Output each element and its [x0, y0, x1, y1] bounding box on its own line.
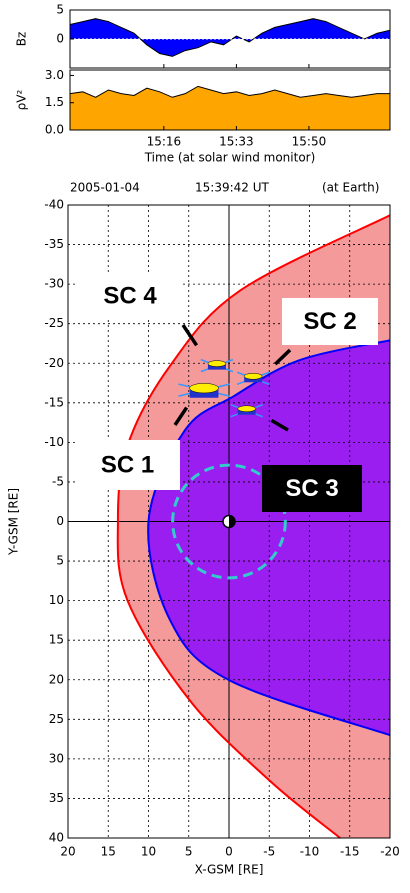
- leader-line: [270, 418, 289, 432]
- y-tick-label: -5: [52, 474, 64, 488]
- y-tick-label: 1.5: [45, 95, 64, 109]
- label-box: [75, 440, 180, 490]
- x-tick-label: 20: [60, 845, 75, 859]
- area: [70, 86, 390, 130]
- x-tick-label: -15: [340, 845, 360, 859]
- x-tick-label: 15:50: [292, 135, 327, 149]
- leader-line: [274, 348, 292, 366]
- area-line: [69, 85, 390, 98]
- y-tick-label: 5: [56, 3, 64, 17]
- map-date: 2005-01-04: [70, 181, 140, 195]
- x-axis-label: Time (at solar wind monitor): [144, 151, 316, 165]
- y-axis-label: Bz: [15, 32, 29, 47]
- spacecraft-top: [207, 360, 227, 367]
- spacecraft: [178, 383, 230, 398]
- spacecraft-label: SC 2: [303, 308, 356, 335]
- area-line: [69, 18, 391, 57]
- x-tick-label: 15:16: [147, 135, 182, 149]
- y-tick-label: 30: [49, 751, 64, 765]
- y-tick-label: 25: [49, 712, 64, 726]
- label-box: [282, 298, 378, 345]
- map-note: (at Earth): [322, 181, 379, 195]
- boundary: [116, 214, 391, 839]
- y-tick-label: -40: [44, 198, 64, 212]
- y-tick-label: 0: [56, 32, 64, 46]
- y-tick-label: 40: [49, 831, 64, 845]
- x-tick-label: 0: [225, 845, 233, 859]
- label-box: [262, 465, 362, 512]
- spacecraft-label: SC 3: [285, 475, 338, 502]
- y-tick-label: -35: [44, 237, 64, 251]
- spacecraft: [230, 404, 263, 418]
- leader-line: [173, 406, 189, 426]
- y-tick-label: 0: [56, 514, 64, 528]
- spacecraft-label: SC 4: [103, 282, 157, 309]
- spacecraft-top: [189, 383, 219, 394]
- leader-line: [181, 324, 199, 347]
- y-axis-label: ρV²: [15, 89, 29, 110]
- x-tick-label: -20: [380, 845, 400, 859]
- y-tick-label: -20: [44, 356, 64, 370]
- y-tick-label: 35: [49, 791, 64, 805]
- x-tick-label: -10: [300, 845, 320, 859]
- y-tick-label: -25: [44, 316, 64, 330]
- region-fill: [148, 340, 390, 838]
- panel-frame: [69, 69, 391, 131]
- spacecraft-top: [237, 405, 256, 412]
- y-axis-label: Y-GSM [RE]: [7, 488, 21, 556]
- x-tick-label: 5: [185, 845, 193, 859]
- y-tick-label: -15: [44, 395, 64, 409]
- earth-night: [229, 515, 235, 528]
- map-time: 15:39:42 UT: [195, 181, 269, 195]
- y-tick-label: -30: [44, 277, 64, 291]
- x-tick-label: 15:33: [219, 135, 254, 149]
- orbit-circle: [171, 463, 287, 580]
- y-tick-label: -10: [44, 435, 64, 449]
- boundary: [147, 339, 391, 737]
- spacecraft-label: SC 1: [101, 451, 154, 478]
- area: [70, 18, 390, 57]
- y-tick-label: 5: [56, 554, 64, 568]
- label-box: [78, 272, 182, 320]
- map-frame: [67, 204, 391, 839]
- spacecraft: [200, 358, 234, 373]
- y-tick-label: 0.0: [45, 123, 64, 137]
- spacecraft-top: [243, 373, 263, 380]
- y-tick-label: 15: [49, 633, 64, 647]
- x-tick-label: 15: [101, 845, 116, 859]
- y-tick-label: 20: [49, 672, 64, 686]
- x-tick-label: 10: [141, 845, 156, 859]
- spacecraft: [236, 371, 270, 385]
- y-tick-label: 10: [49, 593, 64, 607]
- x-tick-label: -5: [263, 845, 275, 859]
- y-tick-label: 3.0: [45, 68, 64, 82]
- x-axis-label: X-GSM [RE]: [195, 863, 264, 877]
